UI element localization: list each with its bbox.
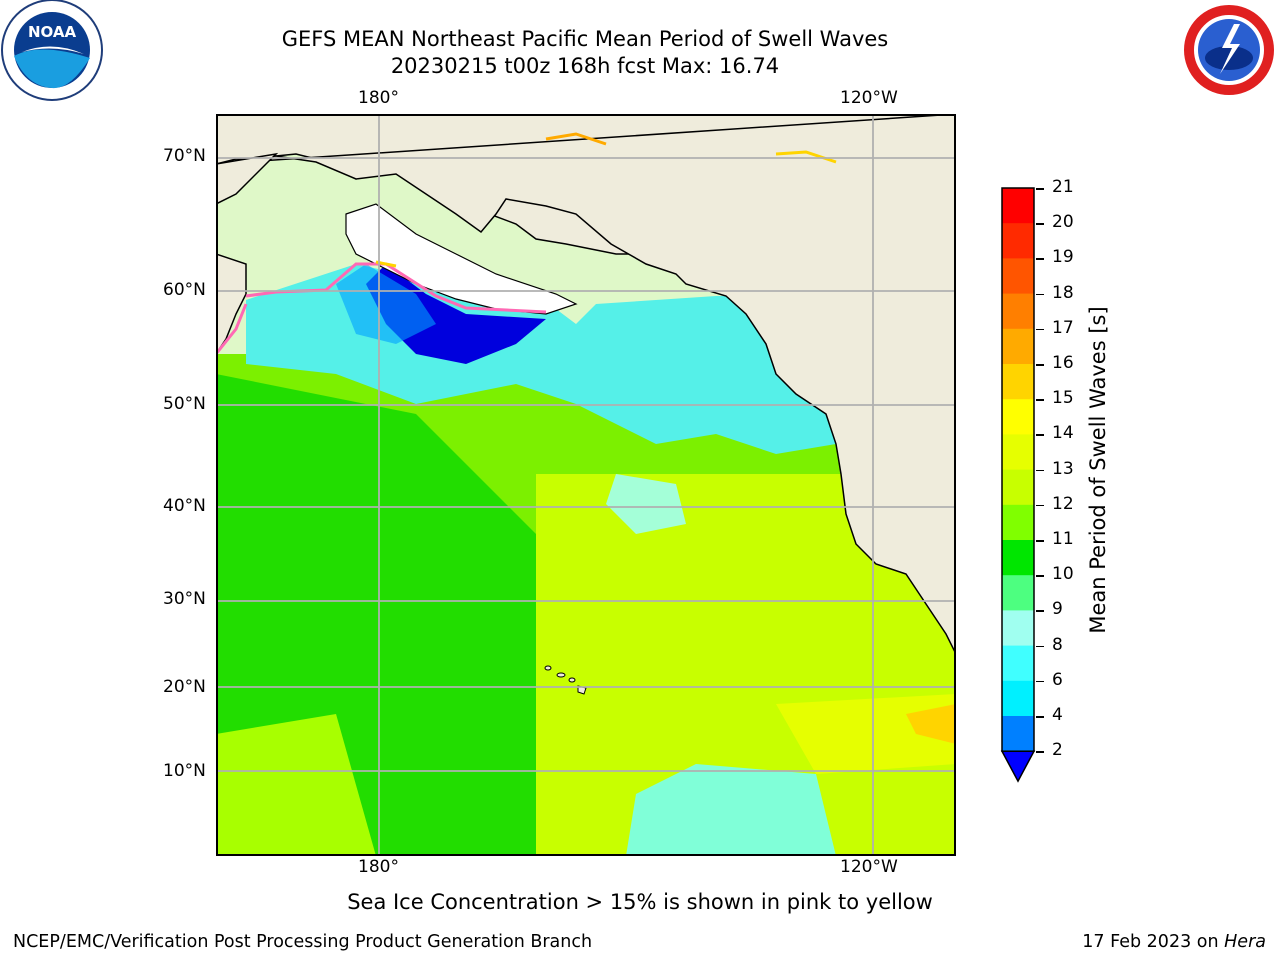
lat-label-20n: 20°N: [163, 677, 206, 697]
lon-label-top-180: 180°: [358, 88, 399, 108]
land-areas: [216, 114, 956, 655]
colorbar: [1000, 187, 1036, 783]
colorbar-tick-mark: [1036, 610, 1044, 612]
footer-date-text: 17 Feb 2023 on: [1082, 932, 1225, 952]
lat-label-60n: 60°N: [163, 280, 206, 300]
footer-date: 17 Feb 2023 on Hera: [1082, 932, 1266, 952]
colorbar-tick-label: 12: [1052, 493, 1074, 514]
gridlines: [216, 114, 956, 856]
colorbar-tick-label: 11: [1052, 529, 1074, 549]
footer-credit: NCEP/EMC/Verification Post Processing Pr…: [13, 932, 593, 952]
colorbar-tick-label: 9: [1052, 599, 1063, 620]
colorbar-segment: [1002, 540, 1034, 576]
colorbar-tick-mark: [1036, 399, 1044, 401]
colorbar-tick-label: 17: [1052, 317, 1074, 338]
colorbar-tick-mark: [1036, 504, 1044, 507]
colorbar-tick-label: 15: [1052, 388, 1074, 409]
sea-ice-caption: Sea Ice Concentration > 15% is shown in …: [347, 890, 933, 914]
hawaii-islands: [544, 665, 587, 695]
lat-label-50n: 50°N: [163, 394, 206, 414]
colorbar-tick-label: 2: [1052, 740, 1063, 761]
lat-label-70n: 70°N: [163, 146, 206, 166]
colorbar-tick-mark: [1036, 469, 1044, 472]
colorbar-tick-mark: [1036, 716, 1044, 718]
colorbar-segment: [1002, 364, 1034, 400]
colorbar-tick-label: 14: [1052, 423, 1074, 444]
colorbar-segment: [1002, 293, 1034, 330]
colorbar-segment: [1002, 645, 1034, 682]
colorbar-tick-mark: [1036, 223, 1044, 225]
colorbar-title: Mean Period of Swell Waves [s]: [1086, 306, 1110, 634]
lat-label-30n: 30°N: [163, 589, 206, 609]
colorbar-segment: [1002, 258, 1034, 295]
colorbar-tick-label: 18: [1052, 282, 1074, 303]
colorbar-tick-label: 21: [1052, 177, 1074, 197]
colorbar-segment: [1002, 223, 1034, 259]
colorbar-segment: [1002, 610, 1034, 647]
colorbar-segment: [1002, 469, 1034, 506]
colorbar-tick-mark: [1036, 751, 1044, 753]
colorbar-segment: [1002, 716, 1034, 752]
colorbar-tick-mark: [1036, 434, 1044, 436]
colorbar-segment: [1002, 504, 1034, 541]
colorbar-tick-label: 20: [1052, 212, 1074, 233]
colorbar-tick-label: 13: [1052, 458, 1074, 479]
colorbar-tick-mark: [1036, 680, 1044, 683]
footer-host: Hera: [1224, 932, 1266, 952]
chart-subtitle: 20230215 t00z 168h fcst Max: 16.74: [390, 54, 780, 78]
colorbar-segment: [1002, 399, 1034, 435]
alaska-gulf-white-region: [345, 203, 578, 315]
lon-label-bottom-120w: 120°W: [840, 857, 898, 877]
noaa-logo-text: NOAA: [28, 23, 77, 41]
colorbar-tick-mark: [1036, 328, 1044, 331]
colorbar-segment: [1002, 188, 1034, 224]
lon-label-bottom-180: 180°: [358, 857, 399, 877]
colorbar-segment: [1002, 575, 1034, 611]
colorbar-tick-label: 16: [1052, 353, 1074, 373]
colorbar-tick-mark: [1036, 188, 1044, 190]
colorbar-tick-label: 10: [1052, 564, 1074, 585]
map-panel: [216, 114, 956, 856]
chart-title: GEFS MEAN Northeast Pacific Mean Period …: [281, 27, 889, 51]
nws-logo: [1181, 2, 1277, 98]
colorbar-segment: [1002, 328, 1034, 365]
colorbar-tick-mark: [1036, 258, 1044, 260]
colorbar-tick-mark: [1036, 540, 1044, 542]
lat-label-10n: 10°N: [163, 761, 206, 781]
lon-label-top-120w: 120°W: [840, 88, 898, 108]
colorbar-tick-label: 19: [1052, 247, 1074, 268]
colorbar-tick-mark: [1036, 575, 1044, 577]
colorbar-frame: [1001, 187, 1035, 752]
colorbar-tick-label: 8: [1052, 634, 1063, 655]
colorbar-segment: [1002, 680, 1034, 717]
colorbar-tick-mark: [1036, 645, 1044, 648]
colorbar-tick-mark: [1036, 364, 1044, 366]
colorbar-segment: [1002, 434, 1034, 471]
map-frame: [216, 114, 956, 856]
lat-label-40n: 40°N: [163, 496, 206, 516]
colorbar-tick-mark: [1036, 293, 1044, 296]
colorbar-extend-arrow: [1000, 750, 1036, 783]
noaa-logo: NOAA: [1, 0, 103, 101]
colorbar-tick-label: 6: [1052, 669, 1063, 690]
colorbar-tick-label: 4: [1052, 705, 1063, 725]
